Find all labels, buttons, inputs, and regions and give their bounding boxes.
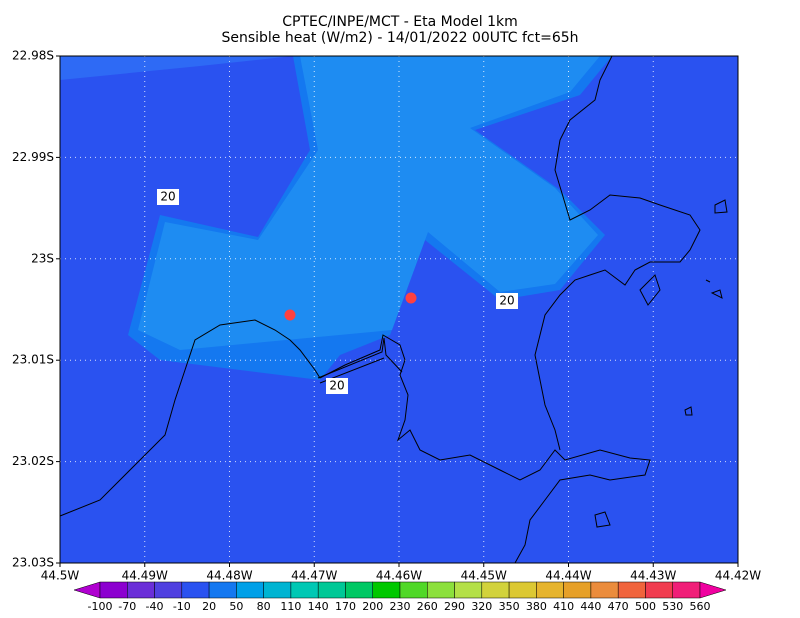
colorbar-label: 560 [690,600,711,613]
colorbar-segment [208,581,237,599]
colorbar-segment [399,581,428,599]
colorbar-arrow [73,581,101,599]
contour-label: 20 [157,189,179,205]
colorbar-arrow [699,581,727,599]
colorbar-label: 440 [580,600,601,613]
colorbar-label: 260 [417,600,438,613]
colorbar-label: 530 [662,600,683,613]
label-box [326,378,348,394]
grid [60,56,738,563]
colorbar-segment [590,581,619,599]
colorbar-segment [454,581,483,599]
colorbar-segment [317,581,346,599]
field-region [60,56,293,80]
station-point [405,292,417,304]
colorbar-label: 320 [471,600,492,613]
colorbar-segment [427,581,455,599]
colorbar-segment [127,581,155,599]
colorbar-segment [672,581,701,599]
field-region [138,56,600,350]
x-tick-label: 44.43W [630,569,676,583]
colorbar-segment [263,581,292,599]
y-tick-label: 23.01S [12,353,54,367]
y-tick-label: 23.02S [12,454,54,468]
x-tick-label: 44.49W [122,569,168,583]
coastline [59,319,651,564]
y-tick-label: 23.03S [12,556,54,570]
y-tick-label: 23S [31,251,54,265]
contour-label-text: 20 [160,190,175,204]
x-tick-label: 44.46W [376,569,422,583]
colorbar-label: 20 [202,600,216,613]
colorbar-label: -40 [146,600,164,613]
colorbar-label: -10 [173,600,191,613]
colorbar-segment [99,581,128,599]
contour-label-text: 20 [499,294,514,308]
colorbar-label: -100 [88,600,113,613]
colorbar-segment [345,581,373,599]
colorbar-label: 230 [390,600,411,613]
label-box [496,293,518,309]
colorbar-segment [563,581,592,599]
colorbar-label: -70 [118,600,136,613]
colorbar-label: 170 [335,600,356,613]
map-area: 20 20 20 [59,55,739,564]
colorbar-segment [372,581,401,599]
x-tick-label: 44.42W [715,569,761,583]
y-tick-label: 22.98S [12,49,54,63]
colorbar-label: 80 [257,600,271,613]
colorbar-segment [481,581,510,599]
colorbar-label: 140 [308,600,329,613]
colorbar-segment [617,581,646,599]
x-tick-label: 44.44W [545,569,591,583]
coastline [534,55,701,451]
label-box [157,189,179,205]
colorbar-label: 110 [280,600,301,613]
colorbar-label: 380 [526,600,547,613]
coastline [594,199,728,528]
y-tick-label: 22.99S [12,150,54,164]
colorbar-segment [290,581,319,599]
colorbar-label: 290 [444,600,465,613]
x-tick-label: 44.45W [461,569,507,583]
x-tick-label: 44.5W [41,569,80,583]
colorbar-label: 200 [362,600,383,613]
colorbar-label: 500 [635,600,656,613]
contour-label: 20 [496,293,518,309]
title-line: Sensible heat (W/m2) - 14/01/2022 00UTC … [221,30,578,46]
title-line: CPTEC/INPE/MCT - Eta Model 1km [282,14,518,30]
colorbar-segment [536,581,564,599]
colorbar-label: 470 [608,600,629,613]
colorbar-segment [508,581,537,599]
colorbar-segment [154,581,183,599]
colorbar-label: 50 [229,600,243,613]
colorbar-label: 350 [499,600,520,613]
colorbar: -100 -70 -40 -10 20 50 80 110 140 170 200 230 260 290… [73,581,727,613]
station-point [284,309,296,321]
colorbar-segment [181,581,210,599]
colorbar-label: 410 [553,600,574,613]
colorbar-segment [645,581,673,599]
colorbar-segment [236,581,264,599]
x-tick-label: 44.48W [206,569,252,583]
contour-label: 20 [326,378,348,394]
x-tick-label: 44.47W [291,569,337,583]
contour-label-text: 20 [329,379,344,393]
